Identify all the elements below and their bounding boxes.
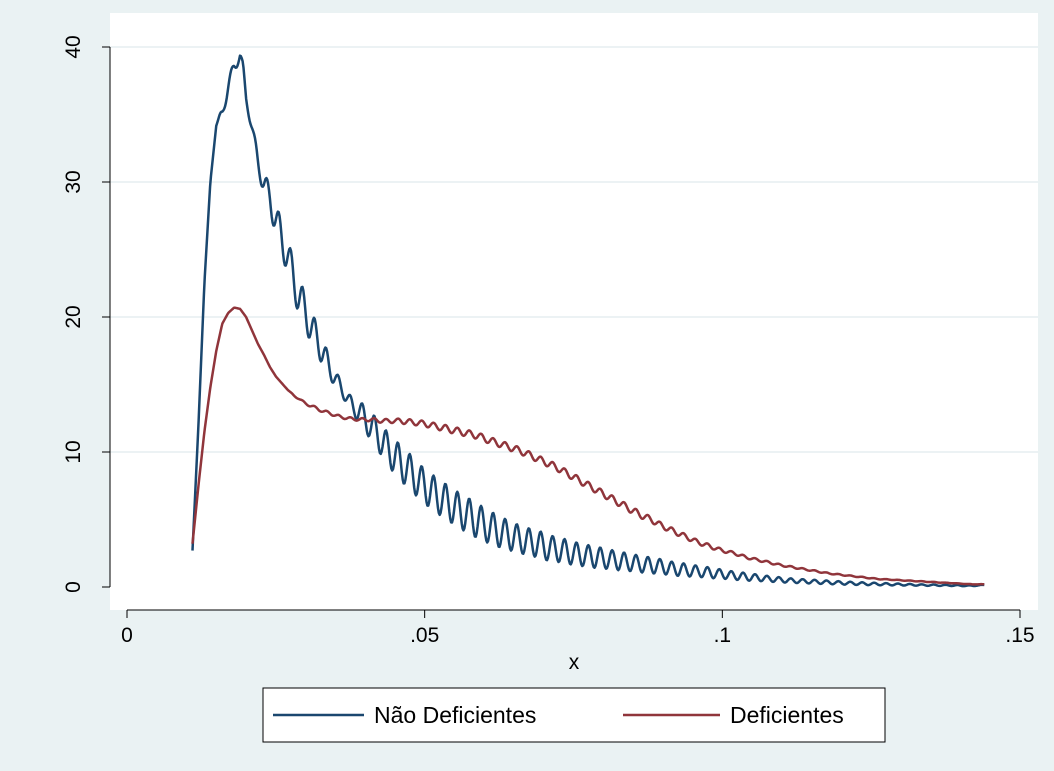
y-tick-label-3: 30 <box>62 170 85 193</box>
y-tick-label-1: 10 <box>62 440 85 463</box>
legend: Não Deficientes Deficientes <box>262 687 886 743</box>
x-tick-label-3: .15 <box>1005 624 1034 647</box>
x-tick-label-2: .1 <box>714 624 732 647</box>
y-tick-label-0: 0 <box>62 581 85 593</box>
series-line-deficientes <box>191 306 985 586</box>
x-axis-title: x <box>569 651 580 674</box>
x-tick-label-1: .05 <box>410 624 439 647</box>
x-tick-label-0: 0 <box>121 624 133 647</box>
series-line-nao-deficientes <box>191 54 985 588</box>
axes <box>102 46 1021 618</box>
y-tick-label-2: 20 <box>62 305 85 328</box>
plot-area <box>110 13 1038 610</box>
legend-box <box>262 687 886 743</box>
legend-label-nao-deficientes: Não Deficientes <box>374 702 536 728</box>
series-lines <box>191 54 985 588</box>
tick-labels: 0 10 20 30 40 0 .05 .1 .15 <box>62 35 1035 647</box>
y-tick-label-4: 40 <box>62 35 85 58</box>
legend-label-deficientes: Deficientes <box>730 702 844 728</box>
